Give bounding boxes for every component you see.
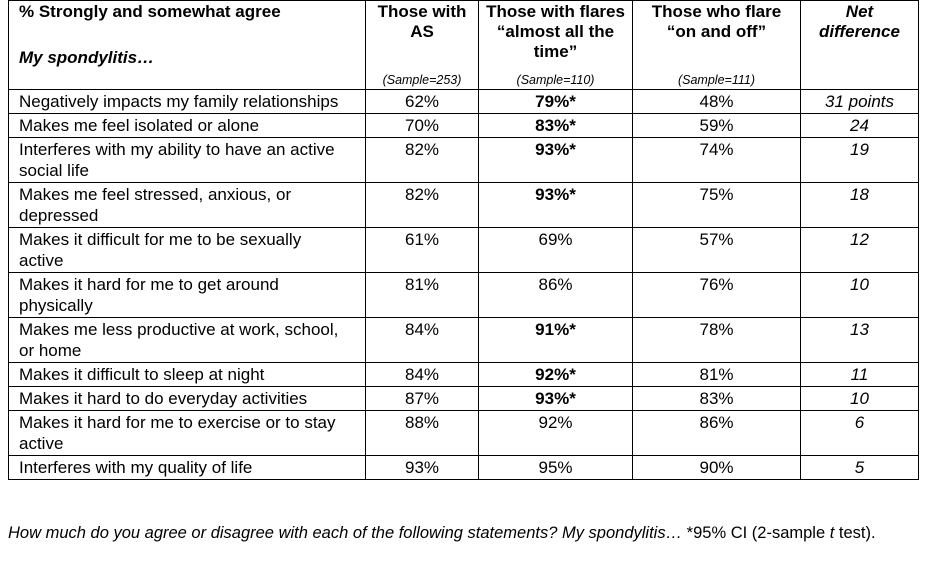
net-difference: 13 [800,317,919,363]
percent-cell: 62% [365,89,479,114]
percent-cell: 70% [365,113,479,138]
percent-cell: 86% [478,272,633,318]
corner-subtitle: My spondylitis… [19,48,155,67]
percent-cell: 83%* [478,113,633,138]
percent-cell: 74% [632,137,801,183]
table-row: Makes it hard to do everyday activities 8… [8,386,919,411]
row-label: Makes it difficult for me to be sexually… [8,227,366,273]
net-difference: 10 [800,386,919,411]
header-row: % Strongly and somewhat agree My spondyl… [8,0,919,90]
footnote-note-italic: t [829,524,835,542]
corner-title: % Strongly and somewhat agree [19,2,281,21]
row-label: Negatively impacts my family relationshi… [8,89,366,114]
footnote-question: How much do you agree or disagree with e… [8,524,683,542]
percent-cell: 93%* [478,182,633,228]
survey-table: % Strongly and somewhat agree My spondyl… [8,0,919,480]
percent-cell: 75% [632,182,801,228]
percent-cell: 81% [632,362,801,387]
table-row: Makes me less productive at work, school… [8,317,919,363]
sample-size: (Sample=253) [382,73,462,87]
percent-cell: 79%* [478,89,633,114]
percent-cell: 76% [632,272,801,318]
row-label: Makes it hard for me to exercise or to s… [8,410,366,456]
table-row: Makes me feel isolated or alone 70% 83%* 59… [8,113,919,138]
table-row: Makes it difficult to sleep at night 84% 9… [8,362,919,387]
percent-cell: 57% [632,227,801,273]
row-label: Makes me feel isolated or alone [8,113,366,138]
row-label: Interferes with my ability to have an ac… [8,137,366,183]
percent-cell: 88% [365,410,479,456]
percent-cell: 91%* [478,317,633,363]
table-body: Negatively impacts my family relationshi… [8,89,919,480]
sample-size: (Sample=110) [516,73,595,87]
percent-cell: 93%* [478,386,633,411]
table-row: Makes it difficult for me to be sexually… [8,227,919,273]
percent-cell: 84% [365,317,479,363]
percent-cell: 61% [365,227,479,273]
percent-cell: 92% [478,410,633,456]
percent-cell: 81% [365,272,479,318]
percent-cell: 92%* [478,362,633,387]
corner-cell: % Strongly and somewhat agree My spondyl… [8,0,366,90]
table-row: Negatively impacts my family relationshi… [8,89,919,114]
percent-cell: 95% [478,455,633,480]
column-header: Those who flare “on and off” (Sample=111) [632,0,801,90]
footnote-note: *95% CI (2-sample [682,524,830,542]
row-label: Interferes with my quality of life [8,455,366,480]
row-label: Makes it hard for me to get around physi… [8,272,366,318]
column-title: Those with flares “almost all the time” [486,2,625,61]
percent-cell: 78% [632,317,801,363]
table-head: % Strongly and somewhat agree My spondyl… [8,0,919,90]
column-title: Net difference [819,2,900,41]
table-row: Interferes with my ability to have an ac… [8,137,919,183]
percent-cell: 90% [632,455,801,480]
table-row: Makes me feel stressed, anxious, or depr… [8,182,919,228]
percent-cell: 87% [365,386,479,411]
column-title: Those who flare “on and off” [651,2,782,41]
net-difference: 6 [800,410,919,456]
net-difference: 12 [800,227,919,273]
net-difference: 10 [800,272,919,318]
net-difference: 5 [800,455,919,480]
percent-cell: 82% [365,137,479,183]
row-label: Makes it hard to do everyday activities [8,386,366,411]
column-header: Those with flares “almost all the time” (… [478,0,633,90]
row-label: Makes it difficult to sleep at night [8,362,366,387]
net-difference: 11 [800,362,919,387]
percent-cell: 59% [632,113,801,138]
table-row: Makes it hard for me to get around physi… [8,272,919,318]
column-header: Those with AS (Sample=253) [365,0,479,90]
percent-cell: 48% [632,89,801,114]
percent-cell: 93%* [478,137,633,183]
footnote-note-end: test). [834,524,876,542]
row-label: Makes me less productive at work, school… [8,317,366,363]
percent-cell: 82% [365,182,479,228]
percent-cell: 69% [478,227,633,273]
net-difference: 24 [800,113,919,138]
percent-cell: 84% [365,362,479,387]
percent-cell: 93% [365,455,479,480]
column-title: Those with AS [377,2,467,41]
footnote: How much do you agree or disagree with e… [8,522,888,544]
net-difference: 18 [800,182,919,228]
net-difference: 19 [800,137,919,183]
table-row: Makes it hard for me to exercise or to s… [8,410,919,456]
percent-cell: 86% [632,410,801,456]
table-row: Interferes with my quality of life 93% 95%… [8,455,919,480]
sample-size: (Sample=111) [677,73,755,87]
percent-cell: 83% [632,386,801,411]
column-header: Net difference [800,0,919,90]
net-difference: 31 points [800,89,919,114]
row-label: Makes me feel stressed, anxious, or depr… [8,182,366,228]
